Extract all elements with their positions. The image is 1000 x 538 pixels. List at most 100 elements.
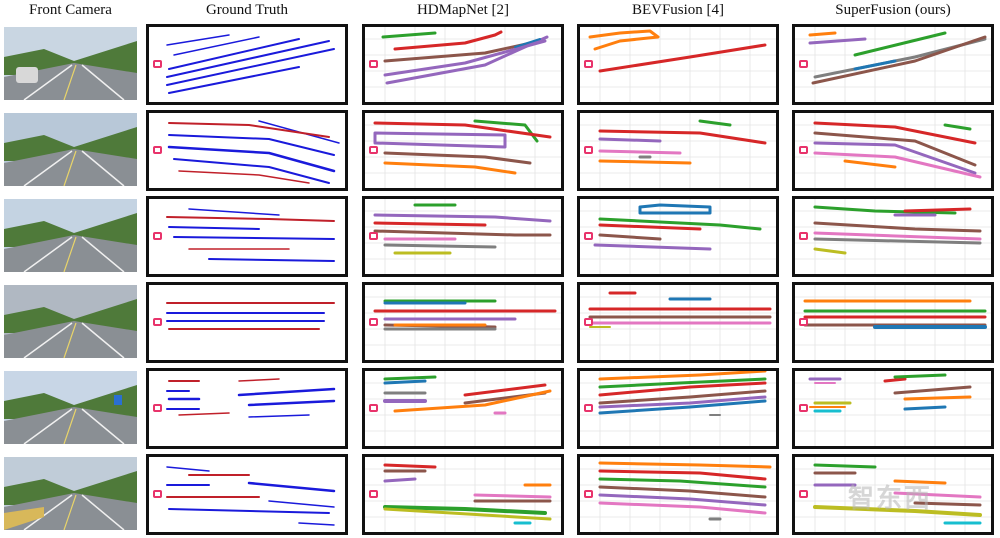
header-front-camera: Front Camera: [29, 2, 112, 18]
bev-grid: [795, 285, 991, 360]
lane-line: [813, 121, 977, 145]
lane-line: [383, 243, 497, 249]
lane-line: [268, 500, 335, 508]
bevfusion-panel: [577, 454, 779, 535]
lane-line: [893, 491, 982, 499]
lane-line: [813, 221, 982, 233]
lane-line: [393, 389, 552, 413]
ego-vehicle-window: [801, 406, 806, 410]
front-camera-image: [4, 113, 137, 186]
bevfusion-panel: [577, 282, 779, 363]
lane-line: [168, 508, 330, 514]
lane-line: [598, 129, 767, 145]
lane-line: [813, 205, 957, 215]
lane-line: [811, 35, 987, 85]
superfusion-panel: [792, 24, 994, 105]
ego-vehicle-window: [155, 148, 160, 152]
bev-grid: [365, 199, 561, 274]
lane-line: [167, 145, 336, 173]
lane-line: [393, 30, 503, 51]
lane-line: [598, 217, 762, 231]
ego-vehicle-window: [801, 492, 806, 496]
lane-line: [166, 40, 330, 78]
hdmapnet-panel: [362, 282, 564, 363]
lane-line: [903, 395, 972, 401]
lane-line: [473, 493, 552, 499]
lane-line: [893, 479, 947, 485]
ego-vehicle-window: [371, 234, 376, 238]
ground-truth-panel: [146, 282, 348, 363]
lane-line: [173, 158, 330, 184]
lane-line: [188, 208, 280, 216]
bevfusion-panel: [577, 196, 779, 277]
lane-line: [598, 493, 767, 507]
lane-line: [247, 481, 336, 493]
lane-line: [598, 43, 767, 73]
ego-vehicle-window: [155, 406, 160, 410]
hdmapnet-panel: [362, 196, 564, 277]
hdmapnet-panel: [362, 24, 564, 105]
front-camera-image: [4, 457, 137, 530]
lane-line: [598, 389, 767, 405]
lane-line: [943, 123, 972, 131]
lane-line: [598, 501, 767, 515]
lane-line: [373, 221, 487, 227]
lane-line: [598, 371, 767, 381]
ground-truth-panel: [146, 24, 348, 105]
ego-vehicle-window: [155, 492, 160, 496]
bev-grid: [365, 457, 561, 532]
ground-truth-panel: [146, 454, 348, 535]
lane-line: [593, 243, 712, 251]
ego-vehicle-window: [586, 492, 591, 496]
ego-vehicle-window: [586, 234, 591, 238]
bev-grid: [365, 27, 561, 102]
lane-line: [813, 231, 982, 241]
ego-vehicle-window: [586, 406, 591, 410]
ego-vehicle-window: [371, 320, 376, 324]
bev-grid: [365, 285, 561, 360]
bev-grid: [365, 113, 561, 188]
ego-vehicle-window: [155, 234, 160, 238]
ego-vehicle-window: [801, 148, 806, 152]
lane-line: [598, 149, 682, 155]
lane-line: [383, 161, 517, 175]
superfusion-panel: [792, 454, 994, 535]
ego-vehicle-window: [586, 62, 591, 66]
lane-line: [383, 505, 547, 515]
lane-line: [598, 461, 772, 469]
ground-truth-panel: [146, 368, 348, 449]
bevfusion-panel: [577, 368, 779, 449]
front-camera-image: [4, 199, 137, 272]
lane-line: [381, 31, 437, 39]
lane-line: [237, 387, 336, 397]
lane-line: [893, 373, 947, 379]
ego-vehicle-window: [801, 234, 806, 238]
ground-truth-panel: [146, 196, 348, 277]
header-bevfusion: BEVFusion [4]: [631, 2, 725, 18]
lane-line: [813, 505, 982, 517]
lane-line: [373, 131, 507, 149]
lane-line: [166, 34, 230, 46]
lane-line: [514, 38, 541, 48]
lane-line: [383, 379, 427, 385]
lane-line: [813, 131, 977, 167]
lane-line: [173, 236, 335, 240]
front-camera-image: [4, 27, 137, 100]
lane-line: [813, 237, 982, 245]
hdmapnet-panel: [362, 110, 564, 191]
ego-vehicle-window: [801, 320, 806, 324]
ego-vehicle-window: [371, 406, 376, 410]
lane-line: [813, 463, 877, 469]
lane-line: [178, 170, 310, 184]
lane-line: [373, 121, 552, 139]
ego-vehicle-window: [586, 148, 591, 152]
lane-line: [168, 122, 330, 138]
lane-line: [173, 36, 260, 56]
ground-truth-panel: [146, 110, 348, 191]
lane-line: [903, 405, 947, 411]
ego-vehicle-window: [371, 148, 376, 152]
lane-line: [208, 258, 335, 262]
bevfusion-panel: [577, 110, 779, 191]
lane-line: [463, 383, 547, 397]
front-camera-image: [4, 285, 137, 358]
